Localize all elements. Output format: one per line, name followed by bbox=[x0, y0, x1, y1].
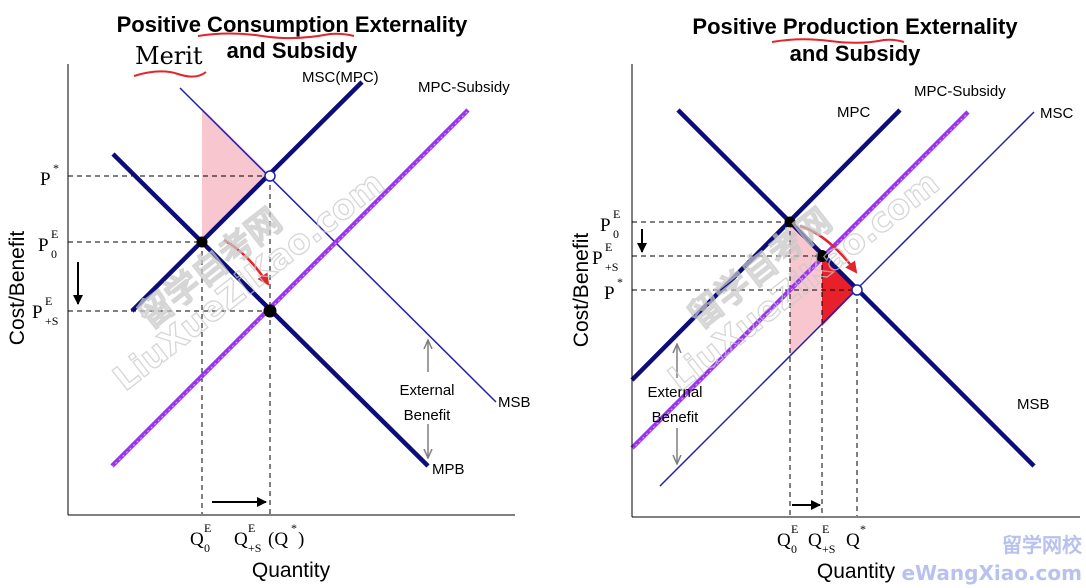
left-tick-p-star: P * bbox=[40, 161, 59, 190]
svg-text:E: E bbox=[204, 521, 211, 535]
left-external-benefit-label-2: Benefit bbox=[404, 407, 452, 424]
left-tick-qstar: (Q * ) bbox=[268, 521, 304, 550]
svg-text:Q: Q bbox=[777, 530, 791, 551]
svg-text:E: E bbox=[822, 522, 829, 536]
svg-text:): ) bbox=[298, 529, 304, 550]
svg-text:P: P bbox=[38, 235, 49, 256]
right-tick-p-star: P * bbox=[604, 275, 623, 304]
left-note-underline bbox=[133, 70, 207, 78]
svg-text:*: * bbox=[860, 522, 866, 536]
svg-text:0: 0 bbox=[791, 542, 797, 556]
left-mpc-subsidy-label: MPC-Subsidy bbox=[418, 79, 510, 96]
svg-text:Q: Q bbox=[190, 529, 204, 550]
svg-text:*: * bbox=[617, 275, 623, 289]
left-title-line2: and Subsidy bbox=[227, 38, 359, 63]
svg-text:Q: Q bbox=[808, 530, 822, 551]
svg-text:P: P bbox=[604, 283, 615, 304]
right-msc-label: MSC bbox=[1040, 105, 1074, 122]
right-tick-ps: P E +S bbox=[592, 240, 618, 274]
svg-text:Q: Q bbox=[846, 530, 860, 551]
right-panel: Positive Production Externality and Subs… bbox=[570, 14, 1080, 583]
svg-text:0: 0 bbox=[204, 541, 210, 555]
right-mpc-subsidy-label: MPC-Subsidy bbox=[914, 83, 1006, 100]
svg-text:P: P bbox=[32, 302, 43, 323]
svg-text:P: P bbox=[40, 169, 51, 190]
svg-text:E: E bbox=[45, 294, 52, 308]
right-external-benefit-label-1: External bbox=[647, 384, 702, 401]
left-deadweight-loss-triangle bbox=[202, 108, 270, 242]
right-x-axis-label: Quantity bbox=[817, 560, 896, 583]
right-title-line2: and Subsidy bbox=[790, 41, 922, 66]
left-handwritten-note: Merit bbox=[135, 42, 203, 70]
left-msb-curve bbox=[179, 87, 497, 403]
svg-text:E: E bbox=[605, 240, 612, 254]
right-guide-lines bbox=[632, 221, 858, 516]
right-tick-q0: Q E 0 bbox=[777, 522, 798, 556]
left-watermark-en: LiuXueZiKao.com bbox=[106, 163, 392, 399]
left-social-optimum-point bbox=[264, 170, 276, 182]
left-external-benefit-label-1: External bbox=[399, 382, 454, 399]
svg-text:E: E bbox=[791, 522, 798, 536]
left-tick-p0: P E 0 bbox=[38, 227, 58, 261]
svg-text:E: E bbox=[613, 207, 620, 221]
left-panel: Positive Consumption Externality and Sub… bbox=[6, 12, 531, 582]
right-y-axis-label: Cost/Benefit bbox=[570, 233, 593, 348]
right-tick-qstar: Q * bbox=[846, 522, 866, 551]
svg-text:(Q: (Q bbox=[268, 529, 288, 550]
right-mpc-curve bbox=[630, 108, 902, 382]
svg-text:+S: +S bbox=[248, 541, 261, 555]
left-msc-curve bbox=[130, 80, 364, 313]
svg-text:P: P bbox=[600, 215, 611, 236]
svg-text:0: 0 bbox=[613, 227, 619, 241]
svg-text:E: E bbox=[51, 227, 58, 241]
corner-watermark-en: eWangXiao.com bbox=[901, 561, 1082, 585]
svg-text:*: * bbox=[291, 521, 297, 535]
svg-text:P: P bbox=[592, 248, 603, 269]
corner-watermark-cn: 留学网校 bbox=[1002, 533, 1083, 557]
left-y-axis-label: Cost/Benefit bbox=[6, 231, 29, 346]
right-red-shift-arrow bbox=[799, 224, 858, 274]
left-msb-label: MSB bbox=[498, 394, 531, 411]
right-title-underline bbox=[771, 38, 905, 44]
right-external-benefit-label-2: Benefit bbox=[652, 409, 700, 426]
right-title-line1: Positive Production Externality bbox=[692, 14, 1018, 39]
svg-text:0: 0 bbox=[51, 247, 57, 261]
right-tick-p0: P E 0 bbox=[600, 207, 620, 241]
right-watermark-en: LiuXueZiKao.com bbox=[661, 163, 947, 399]
left-subsidy-equilibrium-point bbox=[263, 304, 277, 318]
right-tick-qs: Q E +S bbox=[808, 522, 835, 556]
left-title-line1: Positive Consumption Externality bbox=[117, 12, 469, 37]
left-title-underline bbox=[197, 32, 355, 40]
right-subsidy-equilibrium-point bbox=[816, 250, 828, 262]
right-mpc-subsidy-curve bbox=[630, 110, 970, 450]
left-tick-q0: Q E 0 bbox=[190, 521, 211, 555]
svg-text:+S: +S bbox=[605, 260, 618, 274]
svg-text:+S: +S bbox=[822, 542, 835, 556]
svg-text:E: E bbox=[248, 521, 255, 535]
right-msb-label: MSB bbox=[1017, 396, 1050, 413]
right-initial-equilibrium-point bbox=[784, 216, 796, 228]
svg-text:+S: +S bbox=[45, 314, 58, 328]
svg-text:Q: Q bbox=[234, 529, 248, 550]
left-mpb-label: MPB bbox=[432, 461, 465, 478]
left-tick-qs: Q E +S bbox=[234, 521, 261, 555]
left-msc-label: MSC(MPC) bbox=[302, 69, 379, 86]
right-mpc-label: MPC bbox=[837, 104, 871, 121]
svg-text:*: * bbox=[53, 161, 59, 175]
right-red-triangle bbox=[822, 256, 857, 326]
left-mpc-subsidy-curve bbox=[110, 108, 470, 468]
left-x-axis-label: Quantity bbox=[252, 559, 331, 582]
right-social-optimum-point bbox=[851, 284, 863, 296]
left-initial-equilibrium-point bbox=[196, 236, 208, 248]
left-red-shift-arrow bbox=[223, 238, 270, 286]
left-tick-ps: P E +S bbox=[32, 294, 58, 328]
right-msc-curve bbox=[659, 111, 1035, 487]
